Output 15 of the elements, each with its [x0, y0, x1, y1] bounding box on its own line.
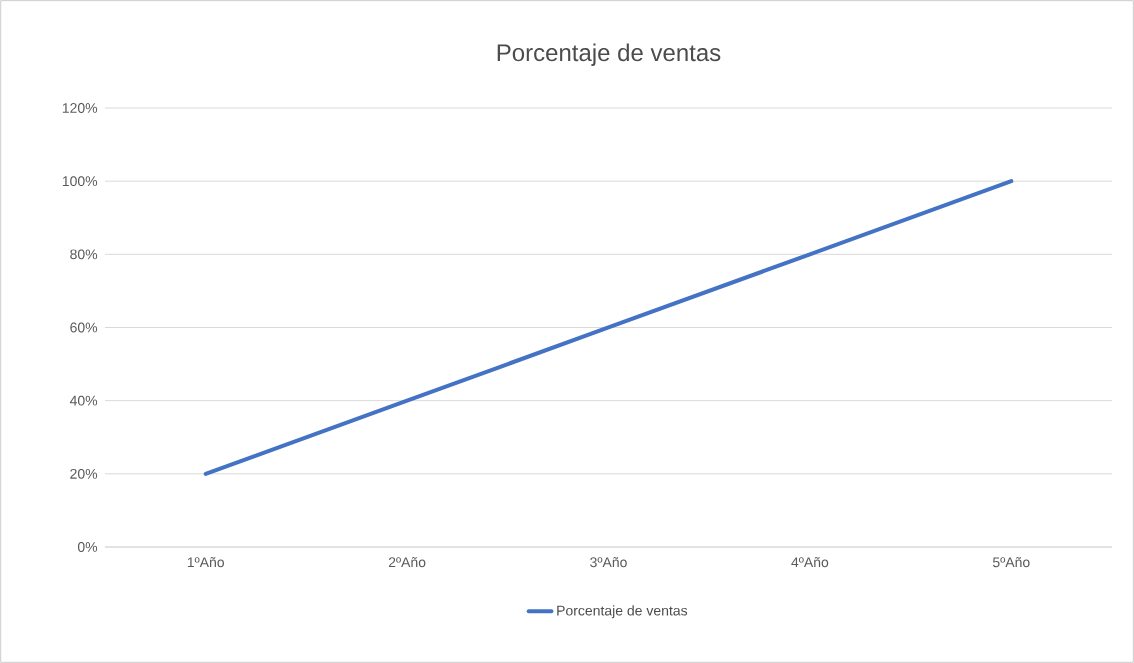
y-tick-label: 0% [77, 542, 98, 552]
x-tick-label: 2ºAño [388, 557, 426, 568]
y-tick-label: 80% [70, 249, 98, 260]
y-tick-label: 20% [70, 468, 98, 479]
y-tick-label: 120% [62, 103, 98, 113]
y-tick-label: 60% [70, 322, 98, 333]
x-tick-label: 4ºAño [791, 557, 829, 568]
y-tick-label: 100% [62, 176, 98, 187]
line-series [203, 179, 1014, 476]
x-tick-label: 5ºAño [992, 557, 1030, 568]
x-tick-label: 3ºAño [590, 557, 627, 568]
chart-title: Porcentaje de ventas [497, 43, 721, 66]
y-tick-label: 40% [69, 395, 98, 406]
x-tick-label: 1ºAño [187, 557, 225, 568]
legend-label: Porcentaje de ventas [557, 605, 688, 619]
